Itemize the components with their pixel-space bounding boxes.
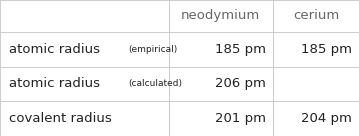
Text: 201 pm: 201 pm: [215, 112, 266, 125]
Text: 206 pm: 206 pm: [215, 78, 266, 90]
Text: covalent radius: covalent radius: [9, 112, 112, 125]
Text: (empirical): (empirical): [128, 45, 177, 54]
Text: atomic radius: atomic radius: [9, 78, 100, 90]
Text: atomic radius: atomic radius: [9, 43, 100, 56]
Text: 185 pm: 185 pm: [301, 43, 352, 56]
Text: cerium: cerium: [293, 10, 339, 22]
Text: 185 pm: 185 pm: [215, 43, 266, 56]
Text: neodymium: neodymium: [181, 10, 260, 22]
Text: (calculated): (calculated): [128, 79, 182, 89]
Text: 204 pm: 204 pm: [301, 112, 352, 125]
